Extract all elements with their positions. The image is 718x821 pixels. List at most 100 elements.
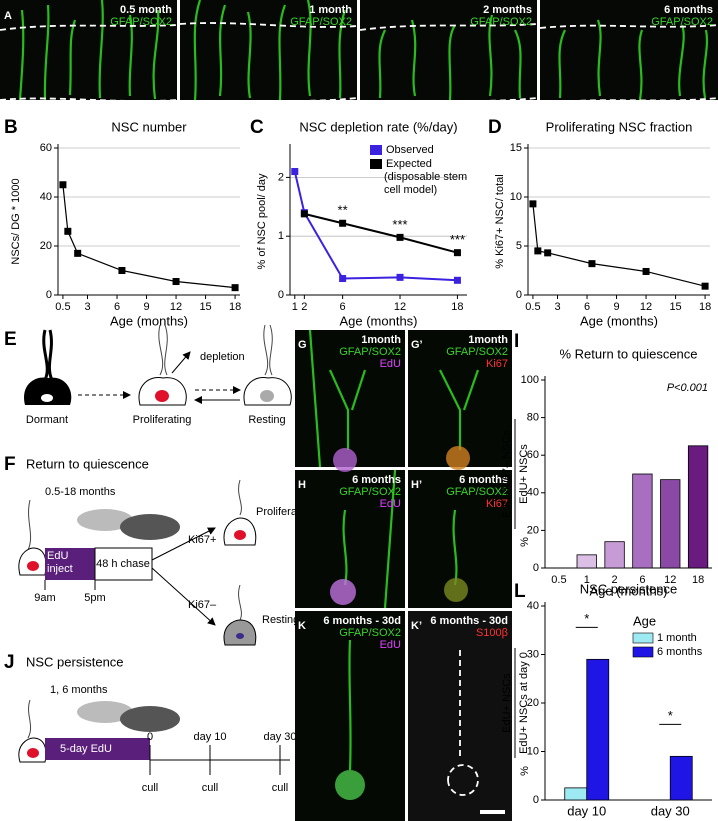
micrographs: G 1month GFAP/SOX2 EdU G’ 1month GFAP/SO… xyxy=(295,329,512,821)
image-age: 1 month xyxy=(309,4,352,16)
y-tick-label: 0 xyxy=(278,289,284,301)
chart-title: NSC number xyxy=(111,119,187,134)
panel-label: L xyxy=(514,581,526,602)
data-point xyxy=(701,282,709,290)
annotation: P<0.001 xyxy=(667,382,708,394)
x-tick-label: 18 xyxy=(229,301,241,313)
y-tick-label: 0 xyxy=(533,794,539,806)
branch-label: Ki67+ xyxy=(188,534,216,546)
data-point xyxy=(588,260,596,268)
panel-label: K’ xyxy=(411,620,422,632)
image-stain: Ki67 xyxy=(486,358,508,370)
image-age: 6 months xyxy=(459,474,508,486)
x-axis-label: Age (months) xyxy=(110,313,188,328)
pulse-bar xyxy=(45,548,95,580)
y-tick-label: 1 xyxy=(278,230,284,242)
y-tick-label: 2 xyxy=(278,171,284,183)
data-point xyxy=(529,200,537,208)
y-tick-label: 30 xyxy=(527,648,539,660)
y-tick-label: 0 xyxy=(46,289,52,301)
bar xyxy=(669,755,693,801)
panel-label: G’ xyxy=(411,339,423,351)
x-axis-label: Age (months) xyxy=(339,313,417,328)
x-tick-label: 2 xyxy=(301,301,307,313)
image-age: 6 months xyxy=(352,474,401,486)
chart-title: % Return to quiescence xyxy=(559,346,697,361)
data-point xyxy=(396,233,404,241)
image-stain: GFAP/SOX2 xyxy=(339,486,401,498)
x-tick-label: 0.5 xyxy=(551,574,566,586)
y-tick-label: 10 xyxy=(510,191,522,203)
data-point xyxy=(59,181,67,189)
micrograph xyxy=(180,0,357,100)
annotation: * xyxy=(584,611,589,626)
time-label: 5pm xyxy=(84,592,105,604)
data-point xyxy=(339,275,347,283)
data-point xyxy=(118,267,126,274)
legend-label: Observed xyxy=(386,144,434,156)
legend-swatch xyxy=(370,145,382,155)
x-tick-label: 18 xyxy=(451,301,463,313)
legend-swatch xyxy=(632,632,654,644)
annotation: * xyxy=(668,708,673,723)
x-tick-label: 18 xyxy=(692,574,704,586)
image-stain: EdU xyxy=(380,498,401,510)
legend-label: 6 months xyxy=(657,646,703,658)
bar xyxy=(660,479,681,569)
arrow-label: depletion xyxy=(200,351,245,363)
image-stain: GFAP/SOX2 xyxy=(446,346,508,358)
x-tick-label: 12 xyxy=(640,301,652,313)
axis xyxy=(289,144,467,296)
y-axis-label: % Ki67+ NSC/ total xyxy=(494,174,506,268)
y-tick-label: 20 xyxy=(527,697,539,709)
y-label-prefix: % xyxy=(519,766,531,776)
data-point xyxy=(231,284,239,292)
timepoint: day 10 xyxy=(193,731,226,743)
legend-note: (disposable stem cell model) xyxy=(384,171,468,196)
x-tick-label: 18 xyxy=(699,301,711,313)
panel-label: A xyxy=(4,10,12,22)
panel-e: E depletion Dormant Proliferating Restin… xyxy=(4,324,292,426)
panel-label: C xyxy=(250,117,264,138)
axis xyxy=(527,144,710,296)
x-tick-label: 0.5 xyxy=(55,301,70,313)
x-tick-label: 6 xyxy=(584,301,590,313)
legend-note-box: (disposable stem cell model) xyxy=(384,171,468,196)
time-label: 9am xyxy=(34,592,55,604)
annotation: ** xyxy=(338,203,348,218)
data-point xyxy=(544,249,552,257)
y-axis-label: EdU+ NSCs EdU+ NSCs at day 0% xyxy=(501,648,531,776)
x-tick-label: 15 xyxy=(199,301,211,313)
image-stain: EdU xyxy=(380,639,401,651)
axis xyxy=(57,144,240,296)
event-label: cull xyxy=(142,782,159,794)
x-tick-label: 15 xyxy=(669,301,681,313)
bar xyxy=(564,787,588,801)
y-tick-label: 80 xyxy=(527,412,539,424)
x-tick-label: 6 xyxy=(639,574,645,586)
image-stain: S100β xyxy=(476,627,508,639)
outcome-label: Resting xyxy=(262,614,299,626)
x-tick-label: 12 xyxy=(170,301,182,313)
bar xyxy=(604,541,625,569)
legend-swatch xyxy=(632,646,654,658)
data-line xyxy=(62,184,236,289)
image-stain: EdU xyxy=(380,358,401,370)
x-tick-label: 6 xyxy=(114,301,120,313)
annotation: *** xyxy=(392,217,407,232)
y-tick-label: 20 xyxy=(527,524,539,536)
axis xyxy=(544,376,712,569)
x-tick-label: 0.5 xyxy=(525,301,540,313)
panel-label: D xyxy=(488,117,502,138)
y-tick-label: 60 xyxy=(40,142,52,154)
pulse-label: EdU inject xyxy=(47,550,73,575)
data-point xyxy=(453,276,461,284)
bar xyxy=(632,473,653,569)
chase-label: 48 h chase xyxy=(96,558,150,570)
panel-a: A 0.5 month GFAP/SOX2 1 month GFAP/SOX2 … xyxy=(0,0,718,107)
y-label-denominator: EdU+ NSCs xyxy=(518,444,530,504)
data-point xyxy=(172,278,180,286)
timepoint: 0 xyxy=(147,731,153,743)
legend-swatch xyxy=(370,159,382,169)
